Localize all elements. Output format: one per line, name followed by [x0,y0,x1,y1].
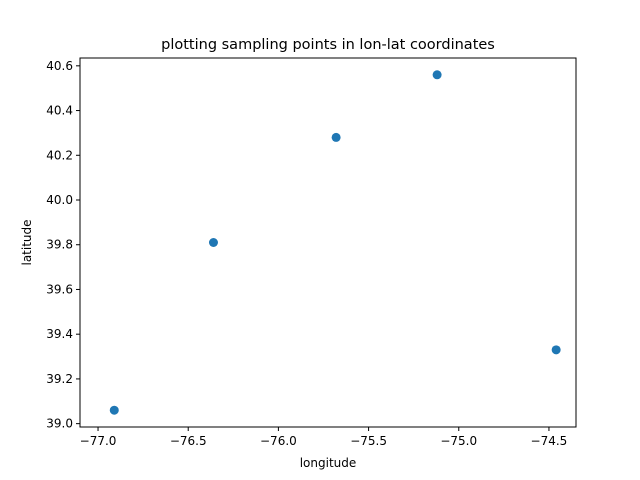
x-axis-label: longitude [300,456,357,470]
y-tick-label: 40.2 [46,148,73,162]
y-tick-label: 39.8 [46,238,73,252]
data-point [208,238,218,247]
data-point [432,70,442,80]
y-tick-label: 39.2 [46,372,73,386]
y-axis-label: latitude [20,219,34,265]
x-tick-label: −75.0 [440,434,477,448]
x-tick-label: −76.5 [170,434,207,448]
y-tick-label: 40.0 [46,193,73,207]
points-layer [109,70,561,415]
y-axis-ticks: 39.0 39.2 39.4 39.6 39.8 40.0 40.2 40.4 40.6 [46,59,80,431]
y-tick-label: 40.6 [46,59,73,73]
y-tick-label: 39.0 [46,417,73,431]
plot-frame [79,57,577,428]
data-point [109,405,119,415]
x-tick-label: −74.5 [531,434,568,448]
x-axis-ticks: −77.0 −76.5 −76.0 −75.5 −75.0 −74.5 [80,427,568,448]
y-tick-label: 39.4 [46,327,73,341]
x-tick-label: −77.0 [80,434,117,448]
y-tick-label: 39.6 [46,282,73,296]
data-point [551,345,561,355]
chart-title: plotting sampling points in lon-lat coor… [161,37,495,53]
data-point [331,132,341,142]
y-tick-label: 40.4 [46,104,73,118]
x-tick-label: −76.0 [260,434,297,448]
x-tick-label: −75.5 [350,434,387,448]
